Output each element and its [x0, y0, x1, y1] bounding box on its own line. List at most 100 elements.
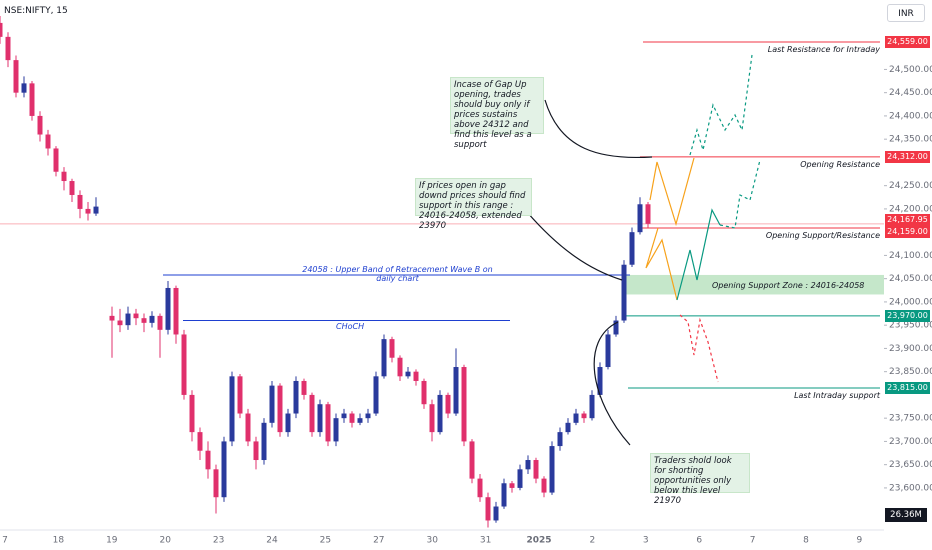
candle-body — [325, 404, 331, 442]
candle-body — [437, 394, 443, 433]
x-tick-label: 27 — [373, 536, 384, 546]
candle-body — [365, 413, 371, 419]
candle-body — [333, 418, 339, 442]
y-tick-label: 24,400.00 — [889, 111, 932, 121]
price-label: 24,159.00 — [885, 225, 930, 238]
projections — [526, 54, 761, 446]
y-tick-label: 24,500.00 — [889, 65, 932, 75]
y-tick-label: 24,050.00 — [889, 274, 932, 284]
price-label: 23,970.00 — [885, 309, 930, 322]
support-zone — [622, 274, 884, 295]
candle-body — [165, 287, 171, 330]
candle-body — [349, 413, 355, 423]
level-text: Last Intraday support — [794, 390, 880, 400]
zone-label: Opening Support Zone : 24016-24058 — [712, 281, 865, 290]
y-tick-label: 23,850.00 — [889, 367, 932, 377]
x-tick-label: 7 — [2, 536, 8, 546]
x-tick-label: 3 — [643, 536, 649, 546]
candle-body — [501, 483, 507, 507]
wave-label: 24058 : Upper Band of Retracement Wave B… — [302, 265, 493, 283]
x-tick-label: 20 — [159, 536, 171, 546]
candle-body — [293, 380, 299, 414]
y-tick-label: 23,950.00 — [889, 321, 932, 331]
candle-body — [461, 367, 467, 442]
candle-body — [37, 115, 43, 135]
candle-body — [469, 441, 475, 479]
candle-body — [557, 432, 563, 447]
y-tick-label: 24,450.00 — [889, 88, 932, 98]
candle-body — [389, 339, 395, 358]
candle-body — [525, 460, 531, 470]
x-tick-label: 7 — [750, 536, 756, 546]
candle-body — [453, 367, 459, 414]
candle-body — [141, 318, 147, 323]
candle-body — [117, 320, 123, 326]
candle-body — [421, 380, 427, 405]
x-tick-label: 19 — [106, 536, 118, 546]
candle-body — [53, 148, 59, 172]
candle-body — [637, 204, 643, 233]
candle-body — [61, 171, 67, 182]
annotation: If prices open in gap downd prices shoul… — [415, 178, 532, 231]
candle-body — [229, 376, 235, 442]
y-tick-label: 24,200.00 — [889, 204, 932, 214]
x-tick-label: 31 — [480, 536, 491, 546]
symbol: NSE:NIFTY, 15 — [4, 6, 68, 16]
candle-body — [237, 376, 243, 414]
candle-body — [261, 422, 267, 461]
candle-body — [493, 506, 499, 521]
price-label: 24,167.95 — [885, 213, 930, 226]
candle-body — [309, 394, 315, 433]
candle-body — [517, 469, 523, 488]
candle-body — [613, 320, 619, 335]
candle-body — [221, 441, 227, 498]
level-text: Opening Resistance — [800, 159, 880, 169]
candle-body — [397, 357, 403, 377]
price-axis — [884, 0, 932, 550]
level-text: Last Resistance for Intraday — [767, 44, 880, 54]
candle-body — [29, 83, 35, 116]
candle-body — [589, 394, 595, 419]
candle-body — [429, 404, 435, 433]
candle-body — [645, 204, 651, 224]
candle-body — [13, 60, 19, 93]
y-tick-label: 23,650.00 — [889, 460, 932, 470]
currency-button[interactable]: INR — [887, 4, 925, 22]
x-tick-label: 2025 — [526, 536, 551, 546]
candle-body — [445, 394, 451, 414]
candle-body — [245, 413, 251, 442]
candle-body — [69, 181, 75, 195]
x-tick-label: 23 — [213, 536, 224, 546]
candle-body — [341, 413, 347, 419]
candle-body — [181, 334, 187, 395]
candle-body — [477, 478, 483, 498]
x-tick-label: 6 — [696, 536, 702, 546]
candle-body — [317, 404, 323, 433]
candle-body — [485, 497, 491, 521]
candle-body — [5, 36, 11, 61]
candle-body — [93, 206, 99, 214]
level-text: Opening Support/Resistance — [765, 230, 880, 240]
candle-body — [533, 460, 539, 479]
annotation: Incase of Gap Up opening, trades should … — [450, 77, 544, 150]
candle-body — [253, 441, 259, 461]
candle-body — [213, 469, 219, 498]
annotation: Traders shold look for shorting opportun… — [650, 453, 750, 506]
candle-body — [157, 315, 163, 330]
y-tick-label: 23,700.00 — [889, 437, 932, 447]
candle-body — [565, 422, 571, 433]
candle-body — [149, 315, 155, 323]
y-tick-label: 24,250.00 — [889, 181, 932, 191]
choch-label: CHoCH — [336, 322, 365, 331]
y-tick-label: 23,900.00 — [889, 344, 932, 354]
candle-body — [21, 83, 27, 93]
x-tick-label: 24 — [266, 536, 278, 546]
x-tick-label: 9 — [857, 536, 863, 546]
y-tick-label: 24,000.00 — [889, 297, 932, 307]
candle-body — [301, 380, 307, 395]
candle-body — [373, 376, 379, 414]
candle-body — [629, 232, 635, 265]
candle-body — [277, 385, 283, 433]
